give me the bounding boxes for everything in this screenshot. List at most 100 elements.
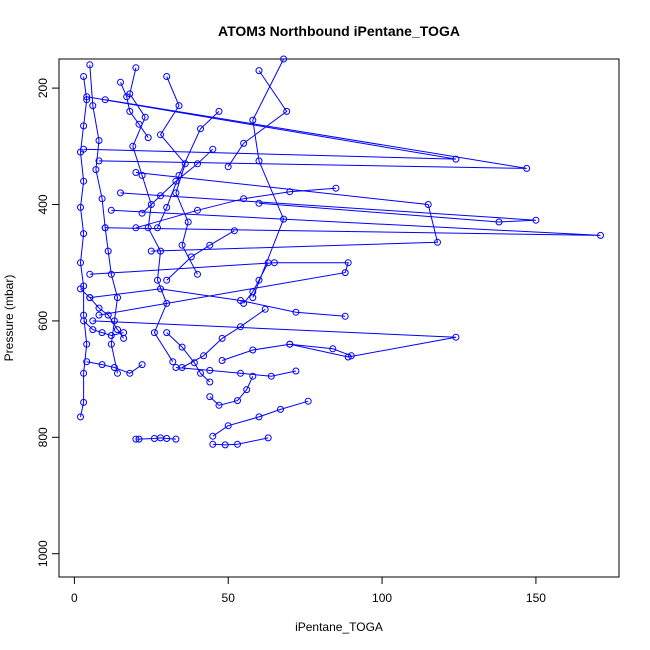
series-line	[92, 320, 456, 358]
data-point	[523, 164, 531, 172]
data-point	[347, 352, 355, 360]
data-point	[230, 227, 238, 235]
data-point	[277, 405, 284, 413]
data-point	[154, 276, 161, 284]
data-point	[187, 253, 195, 261]
data-point	[147, 247, 155, 255]
data-point	[132, 169, 140, 176]
data-layer	[77, 55, 604, 449]
data-point	[332, 184, 340, 192]
data-point	[80, 73, 88, 80]
data-point	[341, 312, 349, 320]
series-line	[181, 308, 266, 368]
data-point	[80, 317, 88, 325]
x-tick-label: 100	[372, 591, 392, 605]
data-point	[495, 218, 503, 226]
series-line	[252, 58, 285, 298]
x-axis-title: iPentane_TOGA	[295, 620, 383, 634]
data-point	[452, 155, 460, 163]
series-line	[135, 187, 336, 229]
series-line	[89, 262, 349, 316]
data-point	[101, 96, 109, 104]
data-point	[80, 122, 88, 130]
data-point	[286, 340, 294, 348]
data-point	[126, 107, 134, 115]
data-point	[261, 305, 269, 313]
data-point	[104, 311, 112, 319]
data-point	[280, 55, 288, 63]
data-point	[89, 326, 97, 334]
data-point	[80, 398, 88, 406]
data-point	[190, 359, 198, 367]
series-line	[79, 76, 88, 418]
data-point	[255, 413, 263, 421]
data-point	[86, 270, 94, 278]
data-point	[424, 201, 432, 208]
series-line	[80, 288, 125, 339]
series-line	[141, 148, 214, 214]
series-line	[175, 367, 297, 377]
data-point	[138, 361, 146, 369]
data-point	[434, 238, 441, 246]
data-point	[98, 329, 106, 337]
data-point	[172, 189, 180, 197]
data-point	[452, 333, 460, 341]
series-line	[120, 82, 149, 138]
data-point	[255, 67, 263, 75]
series-line	[129, 67, 174, 362]
series-line	[227, 70, 288, 167]
data-point	[107, 340, 115, 348]
x-tick-label: 150	[526, 591, 546, 605]
data-point	[129, 142, 137, 150]
series-line	[212, 437, 269, 446]
y-axis-title: Pressure (mbar)	[2, 275, 16, 362]
data-point	[178, 343, 186, 351]
data-point	[532, 216, 540, 224]
data-point	[117, 189, 124, 197]
data-point	[154, 224, 161, 232]
data-point	[123, 93, 131, 101]
series-line	[120, 192, 536, 223]
data-point	[104, 247, 112, 255]
data-point	[114, 326, 121, 334]
data-point	[221, 441, 229, 449]
data-point	[329, 345, 337, 353]
data-point	[344, 353, 352, 361]
data-point	[184, 218, 192, 226]
data-point	[77, 413, 84, 421]
data-point	[194, 270, 201, 278]
data-point	[344, 259, 352, 267]
data-point	[234, 397, 241, 405]
x-tick-label: 50	[222, 591, 236, 605]
data-point	[95, 311, 103, 319]
data-point	[86, 294, 94, 302]
data-point	[107, 270, 115, 278]
data-point	[194, 160, 201, 168]
data-point	[141, 113, 149, 121]
data-point	[597, 231, 604, 239]
data-point	[194, 206, 201, 214]
data-point	[209, 145, 217, 153]
data-point	[95, 304, 103, 312]
series-line	[243, 262, 269, 304]
data-point	[341, 269, 349, 277]
y-tick-label: 200	[36, 78, 50, 98]
data-point	[95, 157, 103, 165]
data-point	[172, 364, 180, 371]
data-point	[197, 369, 204, 377]
data-point	[249, 288, 257, 296]
series-line	[89, 288, 346, 317]
chart-title: ATOM3 Northbound iPentane_TOGA	[218, 23, 460, 39]
data-point	[224, 163, 232, 171]
data-point	[77, 203, 84, 211]
data-point	[206, 378, 214, 386]
data-point	[206, 241, 214, 249]
data-point	[209, 432, 217, 440]
data-point	[101, 224, 109, 232]
data-point	[249, 346, 257, 354]
data-point	[264, 434, 272, 442]
series-line	[86, 361, 143, 374]
data-point	[157, 131, 164, 139]
data-point	[243, 386, 251, 394]
data-point	[110, 364, 118, 371]
